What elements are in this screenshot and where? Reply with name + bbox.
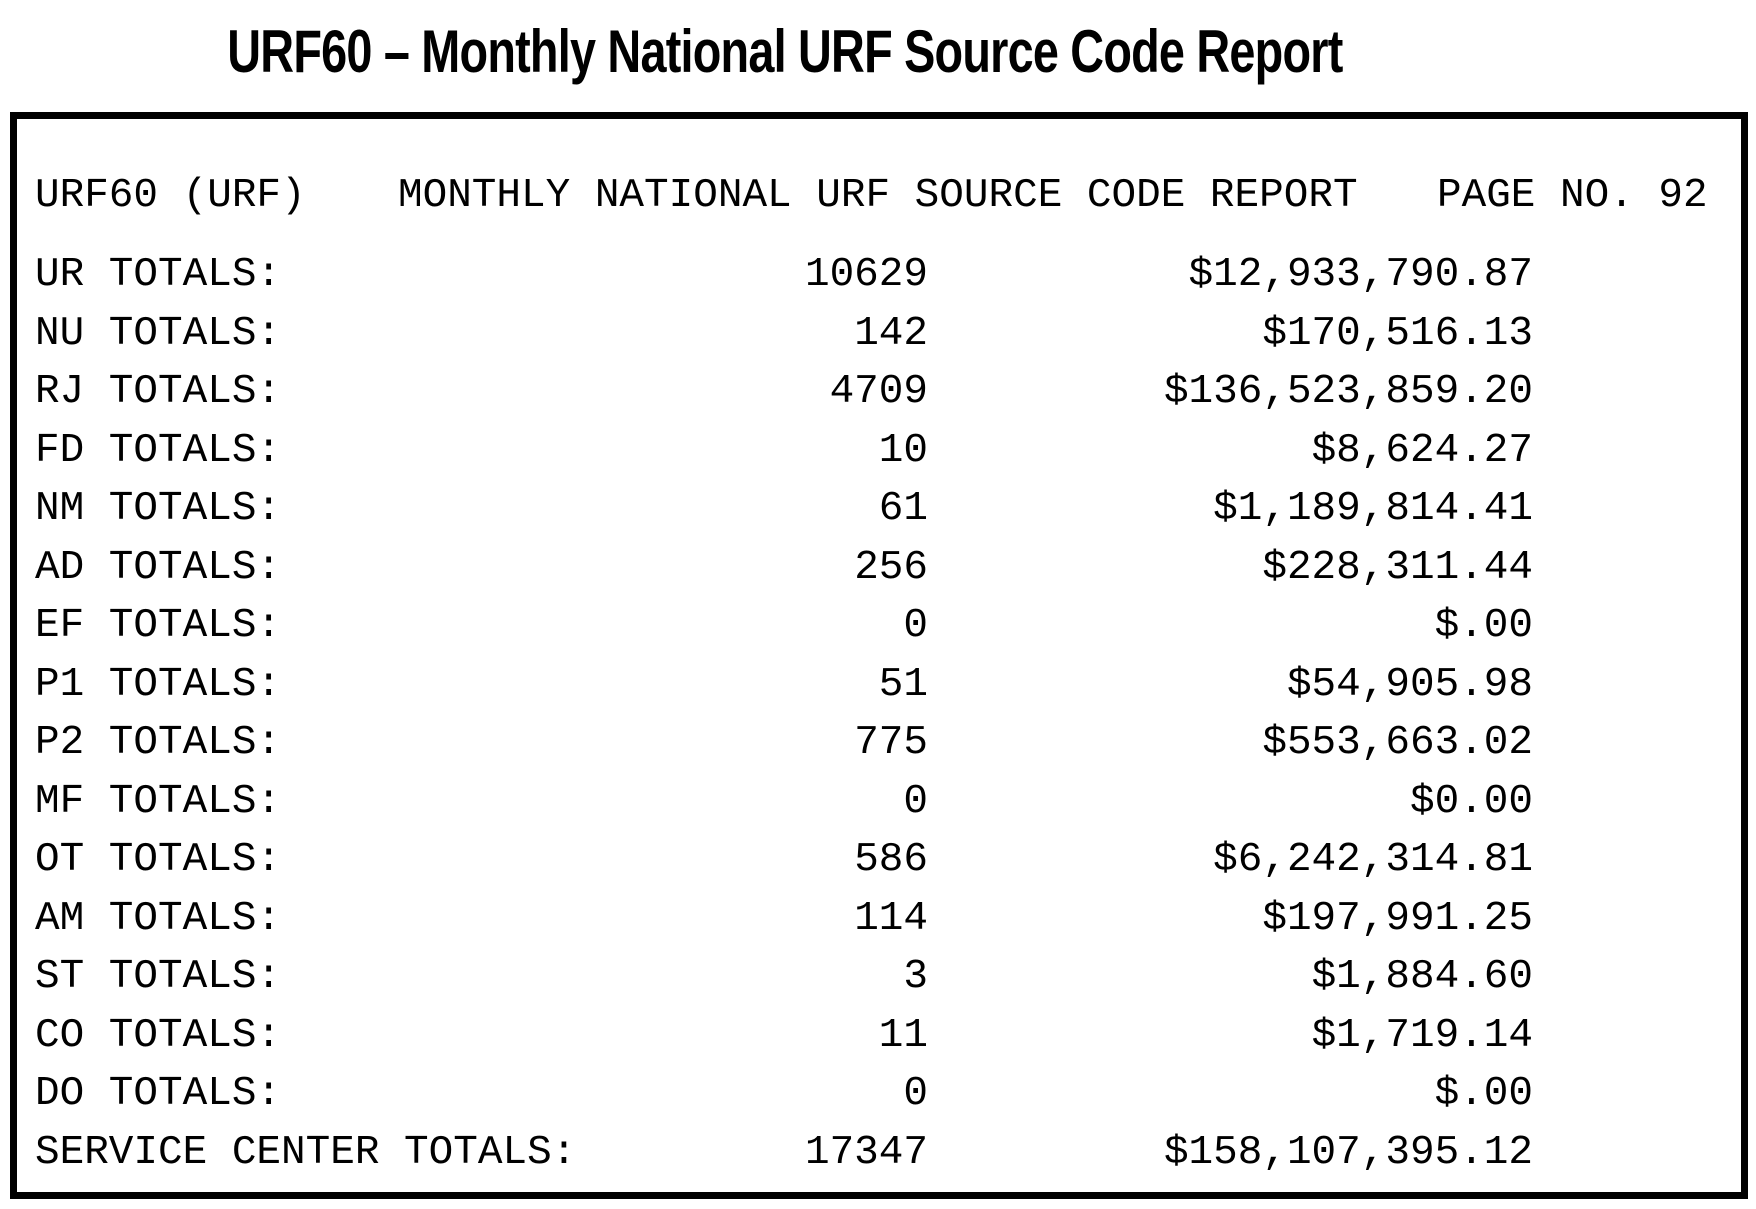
row-label: FD TOTALS: [35, 427, 282, 474]
report-box: URF60 (URF) MONTHLY NATIONAL URF SOURCE … [10, 112, 1748, 1199]
row-amount: $12,933,790.87 [1188, 252, 1533, 299]
row-amount: $553,663.02 [1262, 720, 1533, 767]
table-row: AM TOTALS: 114 $197,991.25 [35, 890, 1731, 949]
row-amount: $1,719.14 [1311, 1012, 1533, 1059]
row-amount: $54,905.98 [1286, 661, 1533, 708]
page-title: URF60 – Monthly National URF Source Code… [227, 17, 1343, 85]
row-count: 0 [903, 603, 928, 650]
row-amount: $136,523,859.20 [1163, 369, 1533, 416]
row-count: 586 [854, 837, 928, 884]
row-amount: $6,242,314.81 [1213, 837, 1533, 884]
page-title-bar: URF60 – Monthly National URF Source Code… [0, 0, 1570, 104]
table-row: NU TOTALS: 142 $170,516.13 [35, 305, 1731, 364]
row-count: 0 [903, 1071, 928, 1118]
row-amount: $.00 [1434, 603, 1533, 650]
table-row: P1 TOTALS: 51 $54,905.98 [35, 656, 1731, 715]
table-row: FD TOTALS: 10 $8,624.27 [35, 422, 1731, 481]
row-amount: $1,189,814.41 [1213, 486, 1533, 533]
page-number: PAGE NO. 92 [1437, 173, 1708, 219]
row-label: OT TOTALS: [35, 837, 282, 884]
row-count: 10629 [804, 252, 928, 299]
row-label: AD TOTALS: [35, 544, 282, 591]
row-count: 4709 [829, 369, 928, 416]
table-row: EF TOTALS: 0 $.00 [35, 597, 1731, 656]
table-row: OT TOTALS: 586 $6,242,314.81 [35, 831, 1731, 890]
row-amount: $.00 [1434, 1071, 1533, 1118]
row-amount: $1,884.60 [1311, 954, 1533, 1001]
row-count: 17347 [804, 1129, 928, 1176]
report-id: URF60 (URF) [35, 173, 306, 219]
row-amount: $170,516.13 [1262, 310, 1533, 357]
row-count: 11 [878, 1012, 928, 1059]
row-count: 10 [878, 427, 928, 474]
row-count: 114 [854, 895, 928, 942]
row-label: ST TOTALS: [35, 954, 282, 1001]
row-label: P1 TOTALS: [35, 661, 282, 708]
report-header-line: URF60 (URF) MONTHLY NATIONAL URF SOURCE … [35, 173, 1731, 220]
table-row: AD TOTALS: 256 $228,311.44 [35, 539, 1731, 598]
row-label: MF TOTALS: [35, 778, 282, 825]
row-label: UR TOTALS: [35, 252, 282, 299]
row-count: 51 [878, 661, 928, 708]
row-count: 0 [903, 778, 928, 825]
table-row: UR TOTALS: 10629 $12,933,790.87 [35, 246, 1731, 305]
table-row: CO TOTALS: 11 $1,719.14 [35, 1007, 1731, 1066]
row-amount: $197,991.25 [1262, 895, 1533, 942]
row-amount: $158,107,395.12 [1163, 1129, 1533, 1176]
row-count: 256 [854, 544, 928, 591]
row-amount: $8,624.27 [1311, 427, 1533, 474]
row-label: P2 TOTALS: [35, 720, 282, 767]
table-row: ST TOTALS: 3 $1,884.60 [35, 948, 1731, 1007]
row-amount: $228,311.44 [1262, 544, 1533, 591]
table-row: SERVICE CENTER TOTALS: 17347 $158,107,39… [35, 1124, 1731, 1183]
row-amount: $0.00 [1409, 778, 1533, 825]
table-row: P2 TOTALS: 775 $553,663.02 [35, 714, 1731, 773]
totals-table: UR TOTALS: 10629 $12,933,790.87 NU TOTAL… [35, 246, 1731, 1182]
row-label: NM TOTALS: [35, 486, 282, 533]
row-label: EF TOTALS: [35, 603, 282, 650]
table-row: NM TOTALS: 61 $1,189,814.41 [35, 480, 1731, 539]
row-label: AM TOTALS: [35, 895, 282, 942]
table-row: MF TOTALS: 0 $0.00 [35, 773, 1731, 832]
report-content: URF60 (URF) MONTHLY NATIONAL URF SOURCE … [17, 173, 1741, 1182]
report-title: MONTHLY NATIONAL URF SOURCE CODE REPORT [398, 173, 1358, 219]
row-count: 61 [878, 486, 928, 533]
row-label: NU TOTALS: [35, 310, 282, 357]
row-label: SERVICE CENTER TOTALS: [35, 1129, 577, 1176]
row-count: 775 [854, 720, 928, 767]
row-label: CO TOTALS: [35, 1012, 282, 1059]
row-label: RJ TOTALS: [35, 369, 282, 416]
row-count: 142 [854, 310, 928, 357]
row-count: 3 [903, 954, 928, 1001]
table-row: RJ TOTALS: 4709 $136,523,859.20 [35, 363, 1731, 422]
row-label: DO TOTALS: [35, 1071, 282, 1118]
table-row: DO TOTALS: 0 $.00 [35, 1065, 1731, 1124]
